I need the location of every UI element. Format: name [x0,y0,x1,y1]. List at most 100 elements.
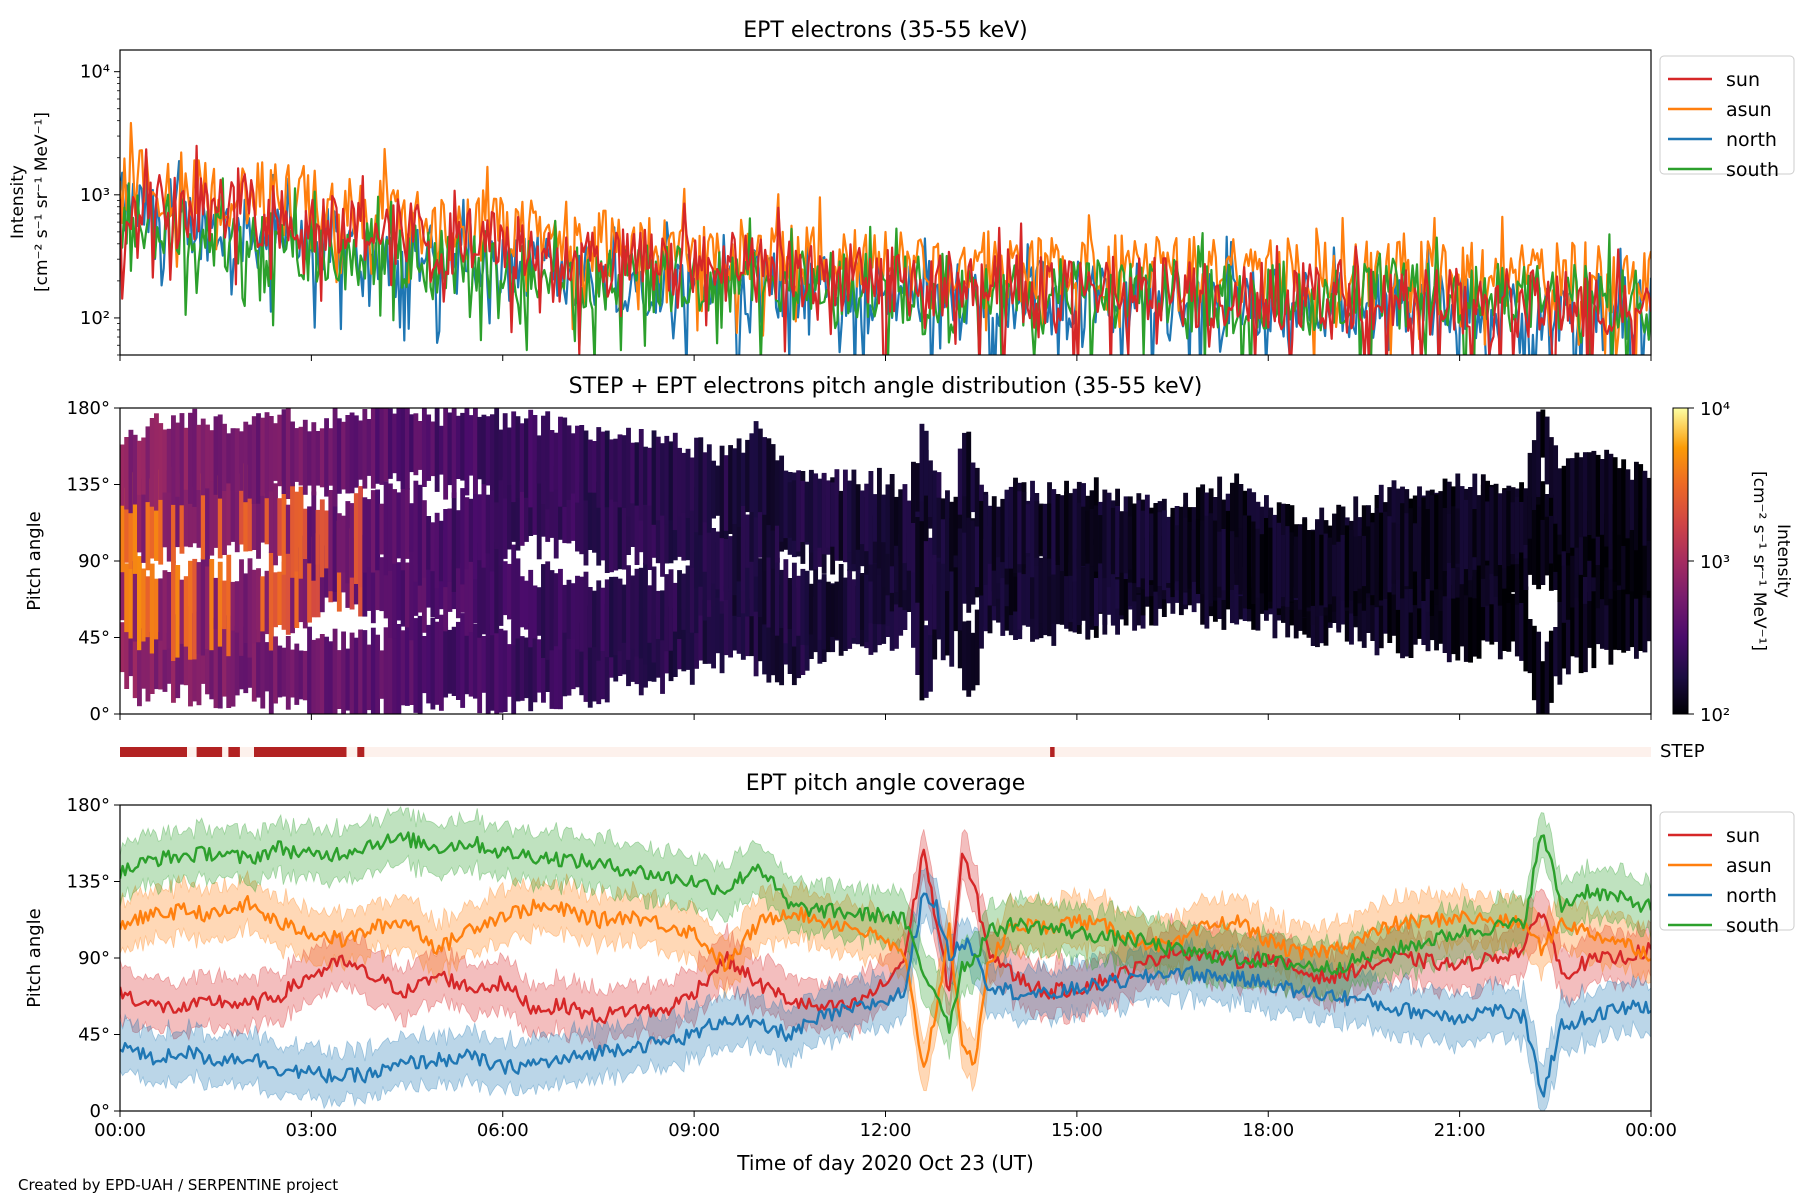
pad-cell [502,630,508,712]
pad-cell [740,590,746,660]
y-tick-label: 135° [67,872,110,893]
pad-cell [205,562,210,650]
pad-cell [1055,499,1061,565]
pad-cell [762,586,768,675]
pad-cell [915,594,921,675]
pad-cell [183,576,189,647]
pad-cell [277,498,283,556]
y-tick-label: 180° [67,795,110,816]
pad-cell [1370,522,1376,596]
pad-cell [132,561,138,642]
pad-cell [1378,512,1384,601]
pad-cell [579,425,585,505]
pad-cell [787,601,793,674]
pad-cell [817,478,823,548]
pad-cell [247,464,253,552]
pad-cell [196,562,202,654]
pad-cell [362,409,368,489]
pad-cell [762,477,768,572]
pad-cell [358,420,364,480]
intensity-ylabel-line1: Intensity [8,165,28,239]
pad-cell [911,523,916,573]
pad-cell [294,491,300,572]
pad-cell [166,470,172,562]
pad-cell [141,568,147,642]
pad-cell [1387,577,1393,643]
pad-cell [222,580,227,630]
pad-cell [1531,497,1537,585]
pad-cell [604,579,610,658]
pad-cell [983,539,989,632]
pad-cell [681,504,687,561]
pad-cell [1446,575,1452,663]
pad-cell [200,635,206,684]
pad-cell [541,628,546,703]
pad-cell [970,520,976,605]
pad-cell [239,431,244,491]
pad-cell [145,619,151,702]
pad-cell [345,501,351,584]
pad-cell [647,613,653,682]
pad-cell [1353,536,1359,591]
pad-cell [1268,527,1274,602]
pad-cell [1476,499,1482,566]
pad-cell [392,621,398,714]
pad-cell [213,416,219,495]
pad-cell [545,561,551,660]
pad-cell [579,482,585,555]
pad-cell [192,558,198,660]
pad-cell [966,431,972,521]
pad-cell [132,609,138,699]
pad-cell [749,598,755,657]
pad-cell [205,467,210,567]
pad-cell [315,509,321,565]
pad-cell [188,560,193,660]
pad-cell [234,428,240,492]
pad-cell [1357,536,1363,589]
pad-cell [345,648,351,711]
pad-cell [426,624,432,704]
pad-cell [664,435,670,525]
pad-cell [1638,464,1644,551]
x-tick-label: 18:00 [1242,1120,1294,1141]
pad-cell [273,636,278,704]
pad-cell [319,428,325,488]
pad-cell [511,411,517,503]
colorbar-ticks: 10² 10³ 10⁴ [1688,399,1730,726]
pad-cell [706,595,712,664]
pad-cell [1106,494,1112,588]
pad-cell [120,480,125,573]
pad-cell [383,627,389,714]
pad-cell [1098,555,1103,613]
pad-cell [370,537,376,624]
pad-cell [749,546,755,617]
pad-cell [1021,542,1027,626]
pad-cell [923,541,929,621]
pad-cell [472,478,478,580]
pad-cell [549,430,555,492]
pad-cell [349,632,355,714]
pad-cell [745,539,751,617]
pad-cell [613,438,619,502]
pad-cell [1553,445,1559,524]
pad-cell [770,444,776,531]
pad-cell [1017,491,1023,565]
pad-cell [162,429,168,493]
pad-cell [298,486,304,579]
pad-cell [417,421,423,470]
pad-cell [1442,508,1448,571]
pad-cell [477,612,483,714]
pad-cell [430,545,436,618]
pad-cell [175,422,181,497]
pad-cell [451,492,457,592]
pad-cell [728,536,733,592]
pad-cell [987,505,993,564]
pad-cell [438,425,444,475]
pad-cell [911,572,916,648]
pad-cell [1387,516,1393,593]
pad-cell [451,408,457,499]
pad-cell [1208,513,1214,604]
pad-cell [1221,499,1227,553]
pad-cell [842,584,848,635]
pad-cell [120,444,125,506]
